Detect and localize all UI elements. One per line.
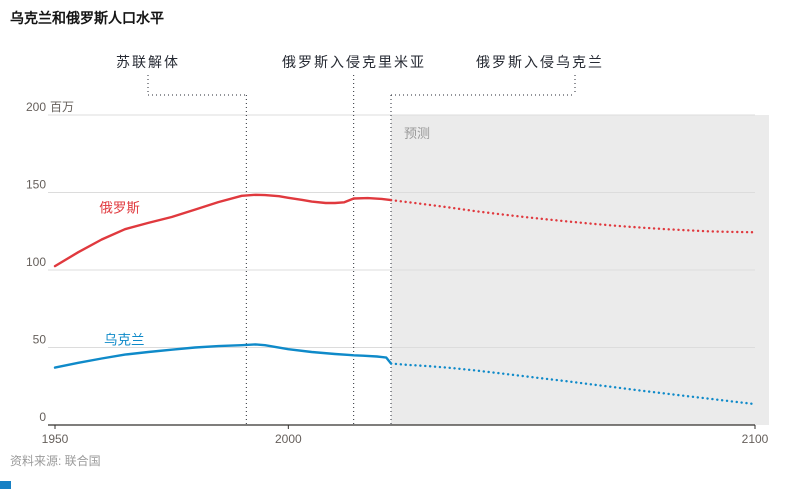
y-tick-label-50: 50 <box>33 333 47 347</box>
page-title: 乌克兰和俄罗斯人口水平 <box>10 10 164 26</box>
forecast-label: 预测 <box>404 126 430 141</box>
russia-line-historical <box>53 193 393 268</box>
annotation-label-2022: 俄罗斯入侵乌克兰 <box>476 54 604 70</box>
x-tick-label-2100: 2100 <box>742 432 769 446</box>
x-tick-label-2000: 2000 <box>275 432 302 446</box>
russia-line-forecast <box>389 198 757 234</box>
annotation-label-2014: 俄罗斯入侵克里米亚 <box>282 54 426 70</box>
y-tick-label-100: 100 <box>26 255 46 269</box>
y-tick-label-150: 150 <box>26 178 46 192</box>
y-axis-unit: 百万 <box>50 100 74 114</box>
russia-series-label: 俄罗斯 <box>99 201 140 216</box>
ukraine-line-historical <box>53 343 393 369</box>
source-note: 资料来源: 联合国 <box>10 454 101 468</box>
y-tick-label-200: 200 <box>26 100 46 114</box>
annotation-label-1991: 苏联解体 <box>116 54 180 70</box>
y-tick-label-0: 0 <box>39 410 46 424</box>
logo-mark <box>0 481 11 489</box>
ukraine-series-label: 乌克兰 <box>104 332 145 347</box>
x-tick-label-1950: 1950 <box>42 432 69 446</box>
ukraine-line-forecast <box>389 362 757 406</box>
